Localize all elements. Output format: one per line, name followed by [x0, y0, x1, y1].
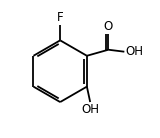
Text: OH: OH	[81, 103, 99, 116]
Text: OH: OH	[125, 45, 144, 58]
Text: O: O	[104, 20, 113, 33]
Text: F: F	[57, 11, 64, 24]
